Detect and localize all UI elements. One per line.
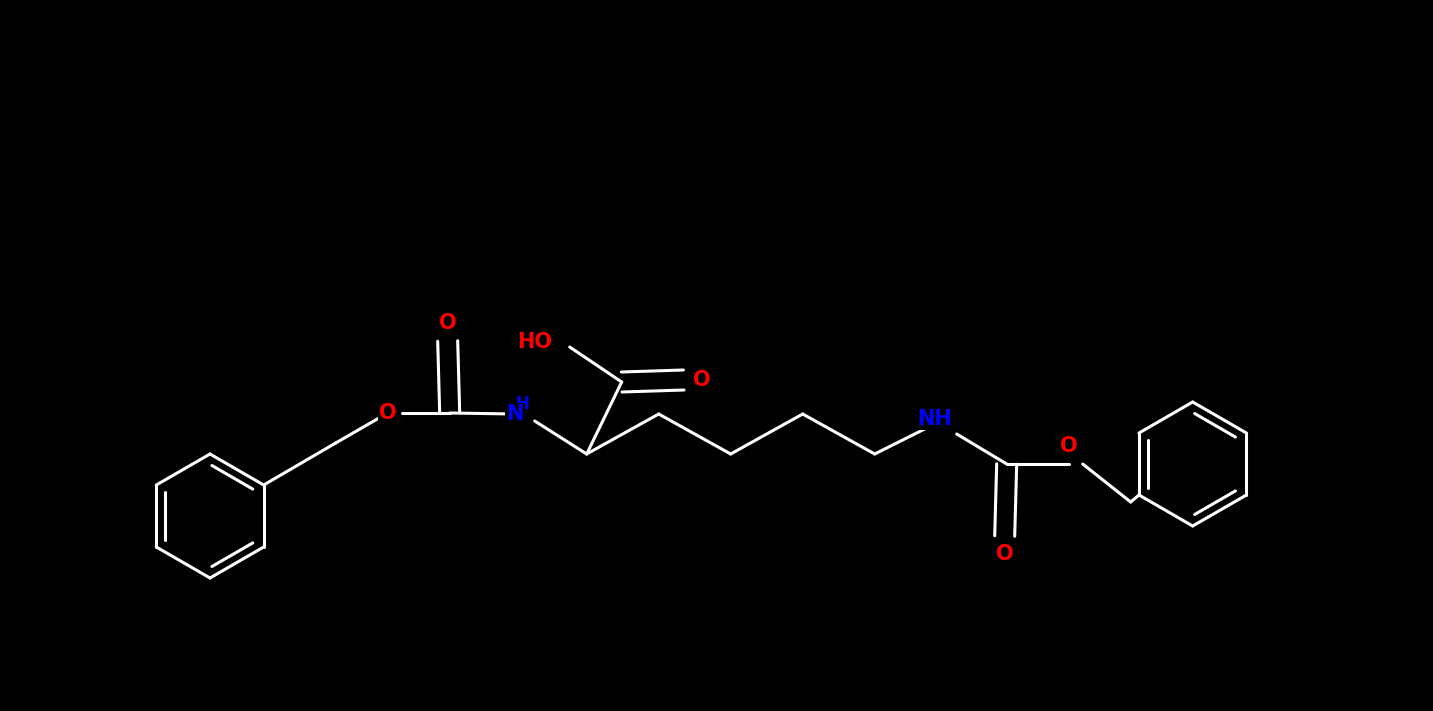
Text: O: O — [1060, 436, 1078, 456]
Text: HO: HO — [517, 332, 552, 352]
Text: N: N — [506, 404, 523, 424]
Text: O: O — [438, 313, 457, 333]
Text: NH: NH — [917, 409, 952, 429]
Text: O: O — [996, 544, 1013, 564]
Text: O: O — [694, 370, 711, 390]
Text: O: O — [378, 403, 397, 423]
Text: H: H — [516, 395, 530, 413]
